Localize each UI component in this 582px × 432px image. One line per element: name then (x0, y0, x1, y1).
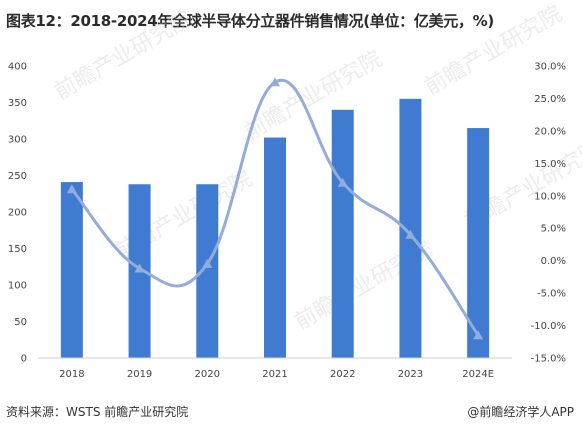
right-tick-label: -5.0% (537, 289, 566, 300)
x-tick-label: 2024E (462, 369, 494, 380)
watermark-text: 前瞻产业研究院 (421, 2, 567, 101)
right-tick-label: -10.0% (531, 321, 566, 332)
x-tick-label: 2020 (195, 369, 220, 380)
left-axis-ticks: 0 50 100 150 200 250 300 350 400 (8, 62, 27, 365)
growth-line-series (66, 77, 484, 340)
left-tick-label: 350 (8, 98, 27, 109)
growth-marker-2021 (270, 77, 280, 87)
right-tick-label: 30.0% (534, 62, 566, 73)
x-tick-label: 2023 (398, 369, 423, 380)
left-tick-label: 150 (8, 244, 27, 255)
left-tick-label: 250 (8, 171, 27, 182)
growth-marker-2019 (134, 263, 145, 273)
bars (60, 98, 490, 358)
bar-2022 (331, 109, 354, 358)
left-tick-label: 300 (8, 135, 27, 146)
right-tick-label: 20.0% (534, 126, 566, 137)
left-tick-label: 400 (8, 62, 27, 73)
bar-2018 (60, 182, 83, 358)
x-tick-label: 2021 (262, 369, 287, 380)
bar-2021 (264, 137, 286, 358)
left-tick-label: 200 (8, 208, 27, 219)
right-tick-label: -15.0% (531, 354, 566, 365)
x-tick-label: 2019 (127, 369, 152, 380)
chart-title: 图表12：2018-2024年全球半导体分立器件销售情况(单位：亿美元，%) (6, 12, 494, 30)
left-tick-label: 100 (8, 281, 27, 292)
growth-marker-2023 (405, 229, 416, 239)
right-tick-label: 25.0% (534, 94, 566, 105)
growth-marker-2018 (66, 184, 77, 194)
right-tick-label: 0.0% (541, 256, 566, 267)
growth-marker-2022 (337, 177, 348, 187)
growth-marker-2020 (202, 258, 213, 268)
x-tick-label: 2018 (59, 369, 84, 380)
bar-2023 (399, 98, 422, 358)
right-tick-label: 15.0% (534, 159, 566, 170)
watermark-text: 前瞻产业研究院 (51, 7, 197, 106)
source-note: 资料来源：WSTS 前瞻产业研究院 (6, 405, 189, 419)
right-tick-label: 5.0% (541, 224, 566, 235)
right-tick-label: 10.0% (534, 191, 566, 202)
left-tick-label: 50 (14, 317, 27, 328)
brand-credit: @前瞻经济学人APP (467, 405, 574, 419)
x-axis-ticks: 2018 2019 2020 2021 2022 2023 2024E (59, 369, 494, 380)
x-tick-label: 2022 (330, 369, 355, 380)
growth-marker-2024E (473, 330, 484, 340)
left-tick-label: 0 (21, 354, 27, 365)
bar-2020 (196, 184, 219, 358)
right-axis-ticks: -15.0% -10.0% -5.0% 0.0% 5.0% 10.0% 15.0% 20.0%… (531, 62, 566, 365)
bar-2024E (467, 128, 490, 358)
